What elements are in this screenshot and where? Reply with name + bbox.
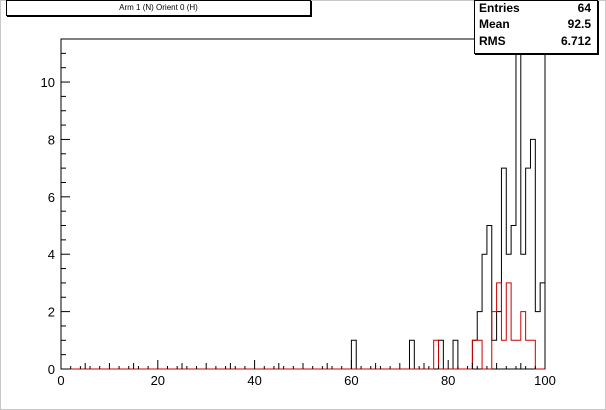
histogram-title: Arm 1 (N) Orient 0 (H) (6, 0, 311, 16)
histogram-bin (434, 340, 439, 369)
stats-box: Entries 64 Mean 92.5 RMS 6.712 (474, 0, 598, 54)
histogram-bin (409, 340, 414, 369)
histogram-bin (506, 254, 511, 369)
histogram-bin (540, 283, 545, 369)
stats-mean-row: Mean 92.5 (479, 17, 591, 33)
histogram-bin (535, 312, 540, 369)
y-tick-label: 6 (48, 190, 55, 205)
stats-entries-row: Entries 64 (479, 1, 591, 17)
y-tick-label: 4 (48, 247, 55, 262)
histogram-series-1 (61, 52, 546, 370)
histogram-series (61, 52, 546, 370)
histogram-bin (521, 312, 526, 369)
stats-mean-value: 92.5 (567, 17, 591, 31)
histogram-bin (482, 254, 487, 369)
x-tick-label: 80 (441, 373, 455, 388)
y-axis: 0 2 4 6 8 10 (41, 52, 70, 377)
stats-mean-label: Mean (479, 17, 510, 31)
histogram-bin (439, 340, 444, 369)
y-tick-label: 0 (48, 362, 55, 377)
histogram-bin (472, 340, 477, 369)
histogram-bin (516, 340, 521, 369)
stats-entries-label: Entries (479, 1, 520, 15)
stats-rms-label: RMS (479, 34, 506, 48)
histogram-bin (530, 139, 535, 369)
x-tick-label: 20 (151, 373, 165, 388)
histogram-bin (351, 340, 356, 369)
y-tick-label: 8 (48, 132, 55, 147)
histogram-bin (453, 340, 458, 369)
x-axis: 0 20 40 60 80 100 (57, 360, 556, 388)
stats-rms-value: 6.712 (560, 34, 591, 48)
stats-entries-value: 64 (577, 1, 591, 15)
histogram-bin (501, 340, 506, 369)
histogram-bin (526, 168, 531, 369)
histogram-bin (497, 283, 502, 369)
histogram-bin (501, 168, 506, 369)
histogram-bin (530, 340, 535, 369)
histogram-bin (472, 340, 477, 369)
histogram-bin (477, 340, 482, 369)
y-tick-label: 10 (41, 75, 55, 90)
histogram-bin (511, 340, 516, 369)
plot-frame (60, 38, 546, 370)
histogram-bin (506, 283, 511, 369)
histogram-bin (492, 340, 497, 369)
x-tick-label: 0 (57, 373, 64, 388)
x-tick-label: 100 (534, 373, 556, 388)
y-tick-label: 2 (48, 305, 55, 320)
histogram-bin (526, 340, 531, 369)
histogram-bin (487, 226, 492, 369)
histogram-bin (511, 226, 516, 369)
histogram-bin (516, 53, 521, 369)
stats-rms-row: RMS 6.712 (479, 34, 591, 50)
x-tick-label: 60 (344, 373, 358, 388)
histogram-series-2 (61, 282, 545, 370)
histogram-bin (497, 312, 502, 369)
x-tick-label: 40 (247, 373, 261, 388)
